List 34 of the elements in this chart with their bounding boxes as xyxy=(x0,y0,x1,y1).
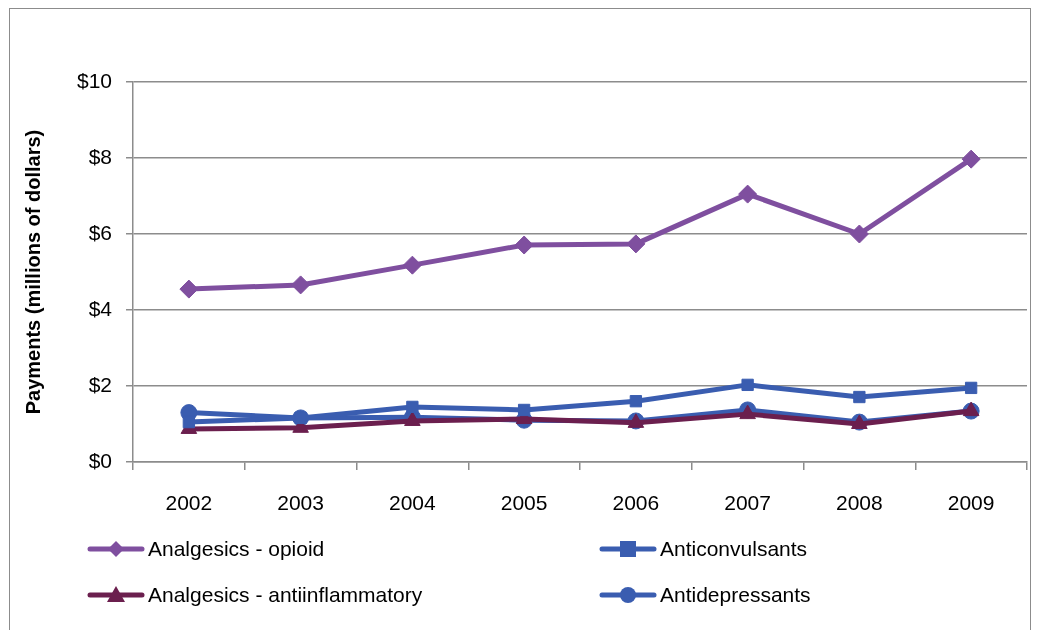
legend-label: Antidepressants xyxy=(660,583,811,607)
point xyxy=(626,234,646,254)
y-tick-label: $4 xyxy=(88,296,113,320)
point xyxy=(629,395,643,408)
x-tick-label: 2002 xyxy=(165,491,213,515)
x-tick-label: 2008 xyxy=(836,491,883,515)
y-tick-label: $10 xyxy=(76,68,112,92)
point xyxy=(738,184,758,204)
point xyxy=(853,390,866,404)
point xyxy=(179,279,199,299)
x-tick-label: 2003 xyxy=(277,491,324,515)
legend-label: Analgesics - antiinflammatory xyxy=(148,583,423,607)
point xyxy=(961,149,981,169)
x-tick-label: 2005 xyxy=(500,491,548,515)
y-tick-label: $8 xyxy=(88,144,112,168)
point xyxy=(406,400,419,414)
y-tick-label: $6 xyxy=(88,220,112,244)
x-tick-label: 2007 xyxy=(724,491,771,515)
y-tick-label: $0 xyxy=(88,448,112,472)
x-tick-label: 2006 xyxy=(612,491,660,515)
point xyxy=(291,275,311,295)
y-axis-title: Payments (millions of dollars) xyxy=(21,129,44,415)
x-tick-label: 2009 xyxy=(947,491,995,515)
point xyxy=(514,235,534,255)
point xyxy=(402,255,422,275)
legend-label: Anticonvulsants xyxy=(660,537,808,561)
point xyxy=(182,415,196,429)
point xyxy=(964,381,978,395)
x-tick-label: 2004 xyxy=(389,491,437,515)
legend-label: Analgesics - opioid xyxy=(148,537,325,561)
point xyxy=(849,224,869,244)
point xyxy=(517,403,531,417)
point xyxy=(741,378,754,392)
y-tick-label: $2 xyxy=(88,372,112,396)
